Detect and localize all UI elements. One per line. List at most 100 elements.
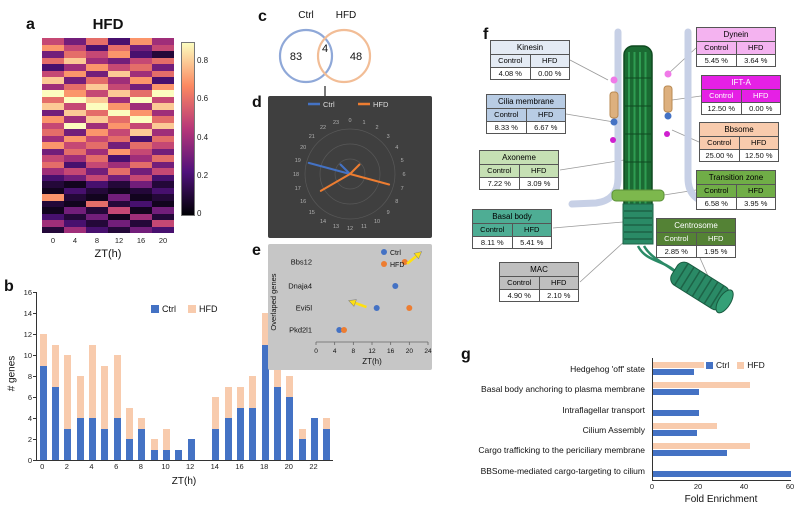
heatmap-cell — [152, 226, 174, 233]
table-title: Kinesin — [491, 41, 569, 55]
bar-ctrl — [286, 397, 294, 460]
bar-ctrl — [126, 439, 133, 460]
heatmap-cell — [152, 90, 174, 97]
heatmap-cell — [130, 77, 152, 84]
overlapped-genes-svg: Overlaped genes Bbs12 Dnaja4 Evi5l Pkd2l1 0 4 8… — [269, 249, 432, 366]
bar-ctrl — [653, 369, 695, 375]
heatmap-cell — [86, 135, 108, 142]
category-label: BBSome-mediated cargo-targeting to ciliu… — [480, 465, 645, 476]
svg-text:2: 2 — [375, 125, 378, 131]
heatmap-cell — [108, 103, 130, 110]
colorbar-tick: 0.4 — [197, 133, 209, 142]
legend-hfd: HFD — [737, 360, 765, 370]
x-tick-label: 4 — [72, 236, 78, 245]
heatmap-cell — [108, 207, 130, 214]
panel-g-label: g — [461, 346, 471, 363]
svg-text:17: 17 — [295, 186, 301, 192]
table-title: Transition zone — [697, 171, 775, 185]
transition-zone-shape — [611, 189, 665, 202]
heatmap-cell — [130, 116, 152, 123]
heatmap-cell — [64, 116, 86, 123]
hfd-swatch — [737, 362, 745, 369]
heatmap-cell — [152, 142, 174, 149]
heatmap-cell — [152, 200, 174, 207]
heatmap-cell — [152, 194, 174, 201]
heatmap-cell — [152, 57, 174, 64]
chart-b-xlabel: ZT(h) — [171, 476, 197, 487]
venn-diagram: Ctrl HFD 83 4 48 — [278, 10, 372, 106]
x-tick-label: 6 — [114, 462, 119, 471]
heatmap-cell — [64, 142, 86, 149]
phase-shift-arrow — [348, 299, 367, 309]
heatmap-cell — [42, 207, 64, 214]
heatmap-cell — [108, 161, 130, 168]
heatmap-xlabel: ZT(h) — [94, 248, 122, 260]
svg-text:12: 12 — [347, 226, 353, 232]
heatmap-cell — [86, 207, 108, 214]
heatmap-cell — [130, 38, 152, 45]
heatmap-cell — [86, 129, 108, 136]
svg-text:HFD: HFD — [373, 100, 389, 109]
heatmap-cell — [42, 187, 64, 194]
heatmap-cell — [42, 148, 64, 155]
heatmap-cell — [64, 77, 86, 84]
heatmap-cell — [86, 90, 108, 97]
y-tick-mark — [33, 439, 36, 440]
heatmap-cell — [42, 51, 64, 58]
heatmap-cell — [130, 135, 152, 142]
x-tick-label: 4 — [89, 462, 94, 471]
heatmap-cell — [130, 64, 152, 71]
x-tick-label: 18 — [260, 462, 269, 471]
chart-g-legend: Ctrl HFD — [706, 360, 765, 370]
y-tick-mark — [33, 376, 36, 377]
ctrl-swatch — [151, 305, 159, 313]
heatmap-cell — [108, 64, 130, 71]
svg-text:4: 4 — [395, 145, 398, 151]
bar-ctrl — [298, 439, 306, 460]
heatmap-cell — [152, 77, 174, 84]
y-tick-label: 14 — [23, 309, 32, 318]
cilium-table-mac: MAC Control HFD 4.90 % 2.10 % — [499, 262, 579, 302]
heatmap-cell — [152, 161, 174, 168]
x-tick-label: 40 — [739, 482, 749, 491]
heatmap-cell — [152, 155, 174, 162]
legend-ctrl: Ctrl — [706, 360, 729, 370]
axoneme-shape — [623, 45, 653, 239]
svg-text:0: 0 — [348, 118, 351, 124]
venn-hfd-circle — [316, 28, 372, 84]
table-title: Bbsome — [700, 123, 778, 137]
heatmap-cell — [64, 207, 86, 214]
bar-ctrl — [274, 386, 281, 460]
panel-e-label: e — [252, 242, 261, 259]
heatmap-cell — [42, 64, 64, 71]
heatmap-cell — [152, 135, 174, 142]
bar-hfd — [113, 355, 121, 460]
heatmap-cell — [86, 181, 108, 188]
heatmap-cell — [108, 83, 130, 90]
y-tick-mark — [33, 460, 36, 461]
heatmap-cell — [86, 103, 108, 110]
heatmap-cell — [130, 161, 152, 168]
heatmap-cell — [42, 226, 64, 233]
bar-ctrl — [653, 470, 791, 477]
svg-text:11: 11 — [361, 224, 367, 230]
heatmap-cell — [64, 213, 86, 220]
bar-ctrl — [113, 418, 121, 460]
bar-ctrl — [311, 418, 318, 460]
heatmap-cell — [64, 181, 86, 188]
heatmap-cell — [86, 70, 108, 77]
svg-text:16: 16 — [387, 348, 395, 355]
heatmap-title: HFD — [92, 16, 124, 33]
chart-b-y-ticks: 0 2 4 6 8 10 12 14 16 — [16, 288, 36, 465]
category-label: Basal body anchoring to plasma membrane — [481, 384, 645, 395]
bar-ctrl — [39, 365, 47, 460]
heatmap-cell — [42, 142, 64, 149]
y-tick-mark — [33, 418, 36, 419]
bar-ctrl — [163, 449, 170, 460]
heatmap-cell — [108, 96, 130, 103]
chart-b-legend: Ctrl HFD — [151, 304, 218, 314]
svg-text:Dnaja4: Dnaja4 — [288, 282, 312, 291]
heatmap-cell — [152, 64, 174, 71]
x-tick-label: 12 — [114, 236, 124, 245]
